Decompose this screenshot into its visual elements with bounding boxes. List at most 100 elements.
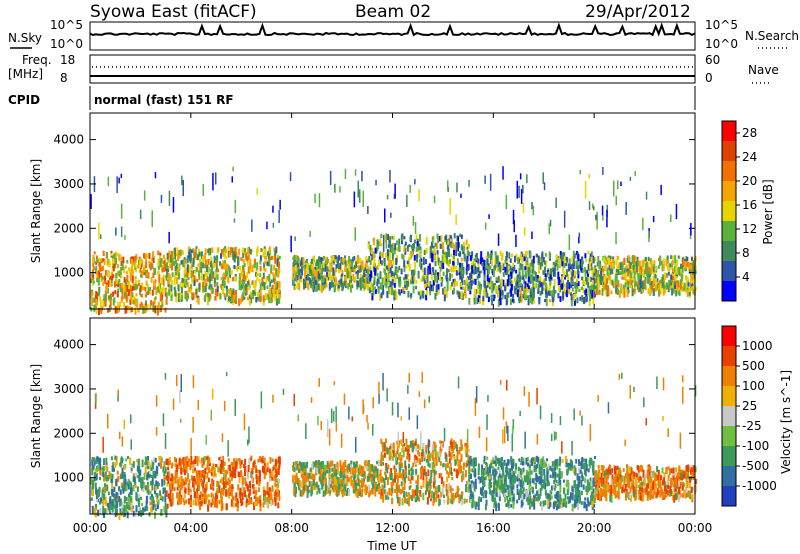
data-cell [253,459,256,463]
data-cell [193,270,196,274]
data-cell [570,264,573,271]
data-cell [320,268,323,273]
data-cell [415,234,418,240]
data-cell [136,465,139,472]
data-cell [523,290,526,297]
data-cell [627,255,630,261]
data-cell [96,277,99,283]
data-cell [115,492,118,499]
data-cell [580,286,583,290]
data-cell [491,259,494,266]
data-cell [256,273,259,282]
data-cell [442,247,445,255]
data-cell [193,249,196,253]
data-cell [136,474,139,479]
data-cell [340,274,343,283]
data-cell [120,203,123,219]
data-cell [648,267,651,275]
data-cell [395,257,398,264]
data-cell [488,283,491,287]
data-cell [529,251,532,259]
data-cell [92,266,95,271]
data-cell [336,461,339,468]
data-cell [465,258,468,265]
data-cell [358,484,361,492]
data-cell [423,276,426,285]
data-cell [391,264,393,269]
data-cell [471,278,474,282]
data-cell [247,280,250,287]
data-cell [501,289,504,296]
data-cell [277,488,280,496]
data-cell [131,269,134,275]
data-cell [310,280,313,287]
data-cell [325,465,328,469]
data-cell [678,289,681,297]
data-cell [415,246,418,253]
data-cell [314,271,316,277]
data-cell [256,475,259,483]
data-cell [215,490,218,495]
data-cell [374,288,377,294]
data-cell [455,265,457,269]
data-cell [571,271,574,277]
data-cell [179,251,182,256]
data-cell [339,186,341,193]
data-cell [265,277,268,284]
data-cell [486,283,489,288]
data-cell [311,486,314,495]
data-cell [463,253,466,259]
data-cell [151,494,153,498]
data-cell [188,287,191,293]
data-cell [581,256,583,260]
data-cell [208,470,211,474]
data-cell [519,253,522,259]
data-cell [675,289,678,297]
data-cell [433,195,436,204]
data-cell [681,257,684,262]
data-cell [152,470,155,478]
data-cell [653,264,656,271]
data-cell [224,262,227,270]
data-cell [208,293,211,298]
data-cell [661,282,664,287]
data-cell [387,267,390,271]
data-cell [608,265,611,273]
data-cell [527,298,530,306]
data-cell [411,275,414,284]
data-cell [581,276,583,281]
data-cell [95,472,98,481]
data-cell [355,261,358,268]
data-cell [99,463,102,470]
data-cell [376,460,379,465]
data-cell [208,285,211,290]
data-cell [273,247,276,252]
data-cell [434,459,436,464]
data-cell [293,486,296,494]
data-cell [195,255,198,260]
data-cell [164,289,167,293]
data-cell [155,493,158,497]
data-cell [520,189,523,204]
data-cell [313,461,316,468]
data-cell [342,462,345,471]
data-cell [523,256,526,262]
data-cell [125,279,127,286]
data-cell [441,488,444,496]
data-cell [515,234,517,247]
data-cell [457,293,460,298]
data-cell [356,490,359,498]
data-cell [297,257,300,261]
data-cell [531,286,534,294]
data-cell [611,268,614,275]
data-cell [460,244,463,251]
colorbar-swatch [722,161,736,182]
data-cell [595,268,598,275]
data-cell [601,288,604,296]
data-cell [392,252,395,257]
data-cell [341,483,344,487]
data-cell [120,458,123,466]
data-cell [547,271,550,275]
data-cell [98,288,101,296]
